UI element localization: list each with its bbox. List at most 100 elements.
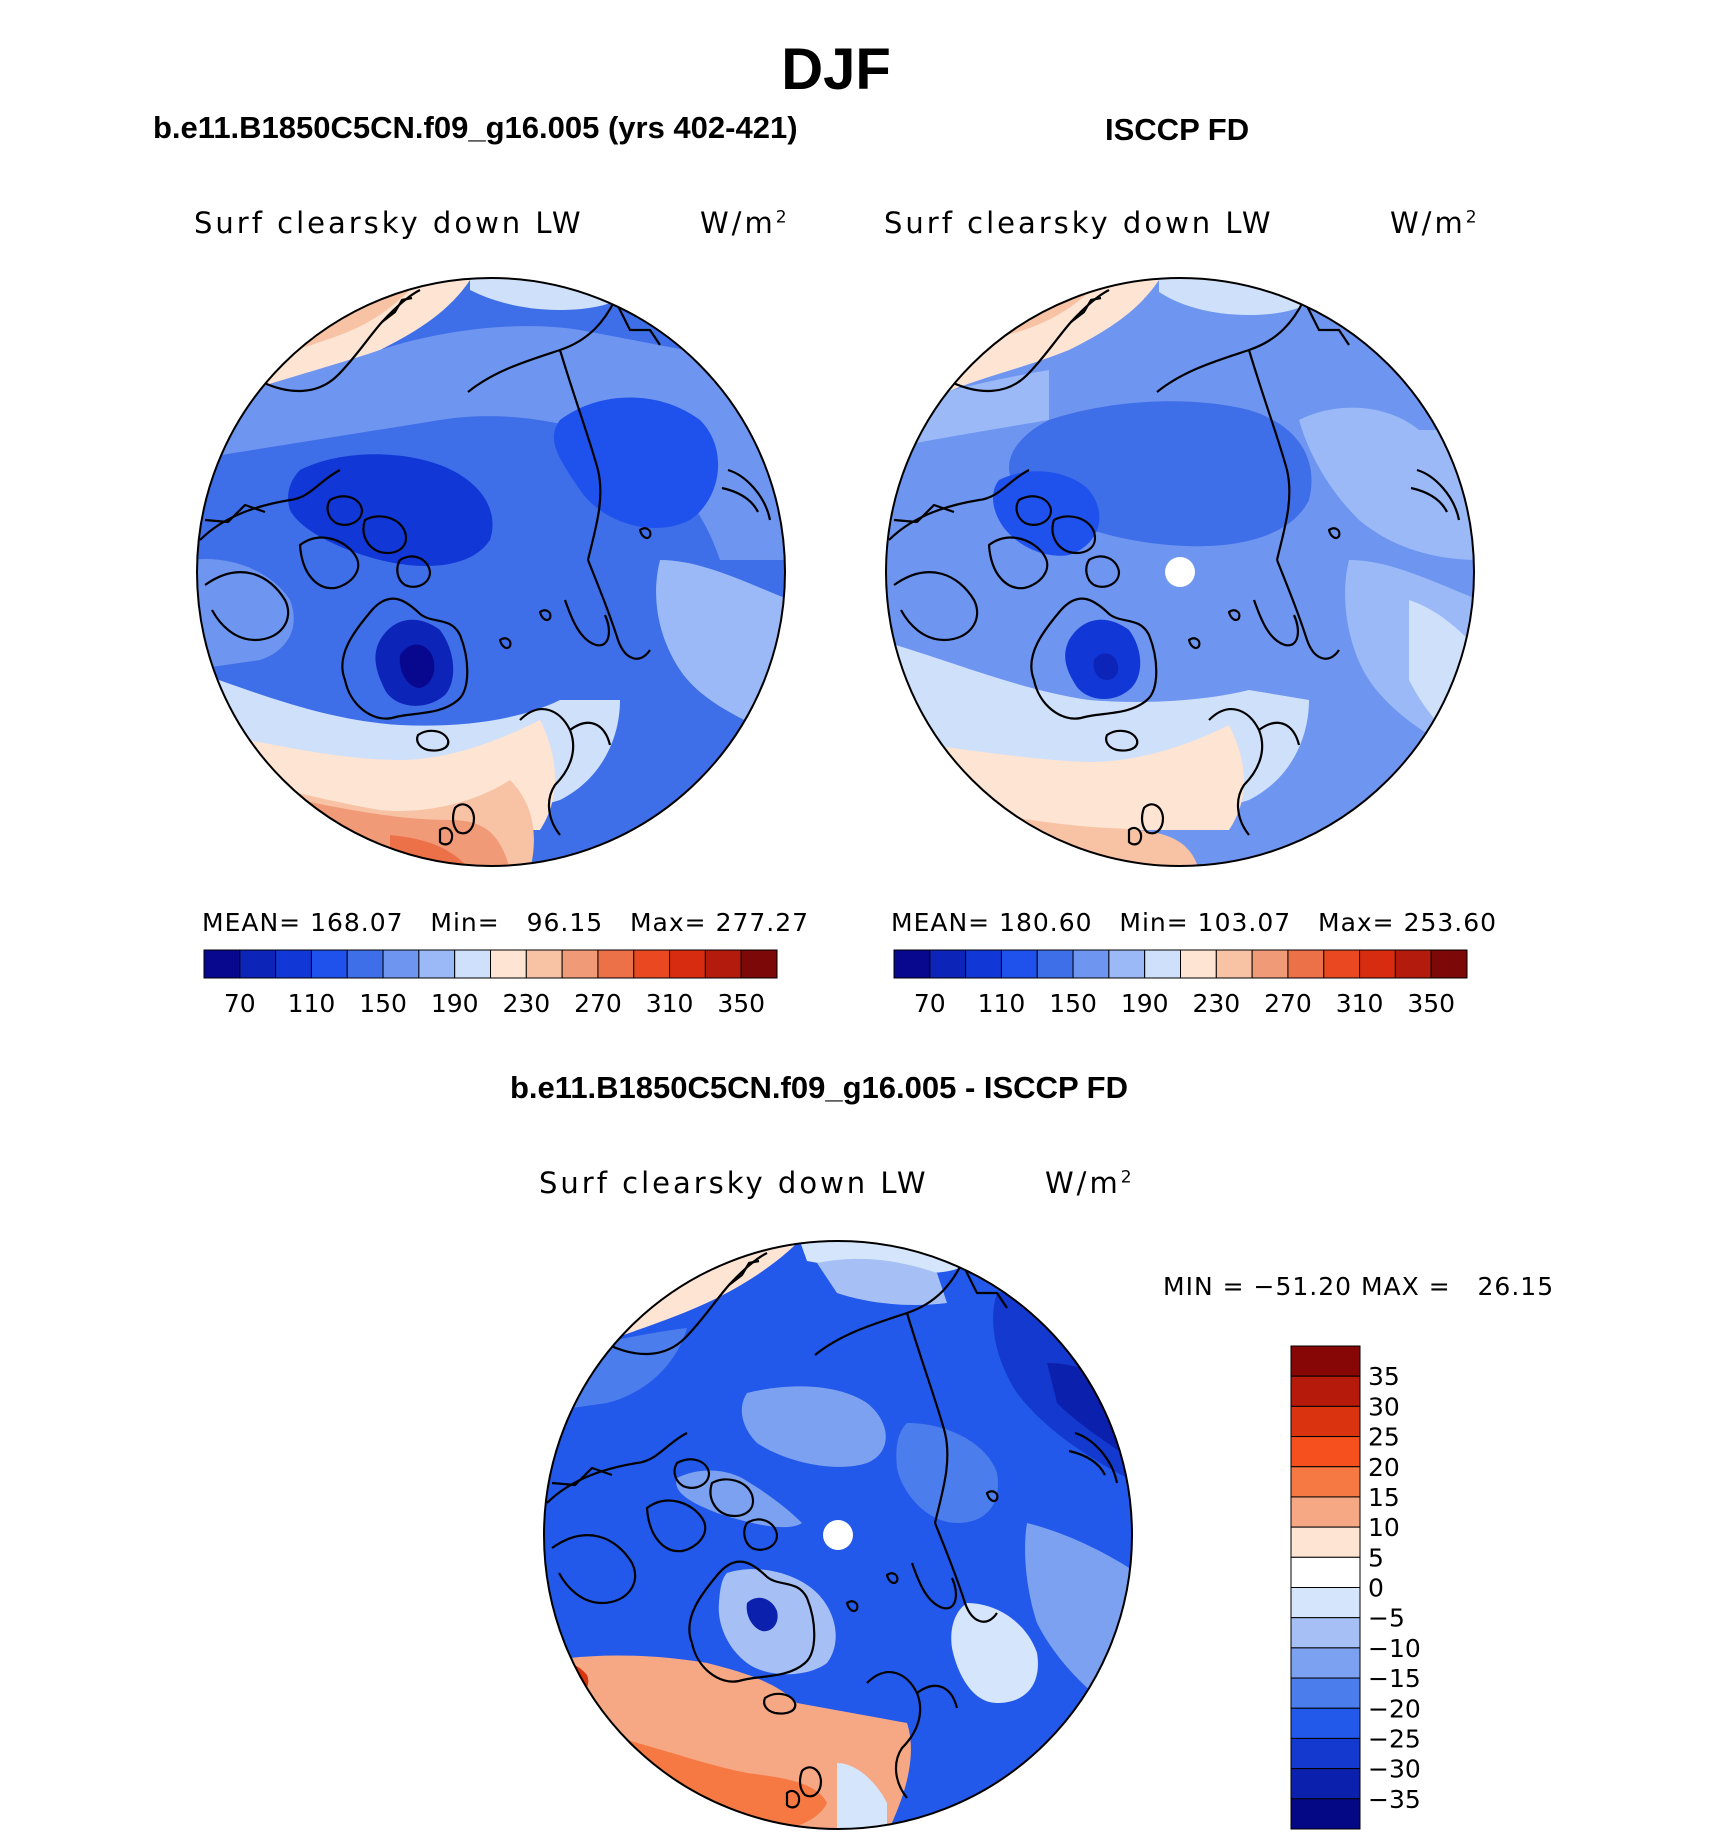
panel-1-colorbar-swatch	[382, 949, 420, 979]
panel-2-colorbar-swatch	[1394, 949, 1432, 979]
panel-1-colorbar-tick-label: 230	[502, 989, 550, 1018]
panel-2-colorbar: 70 110 150 190 230 270 310 350	[893, 949, 1468, 1018]
panel-3-map-border	[543, 1240, 1133, 1830]
panel-3-colorbar-swatch	[1290, 1436, 1361, 1468]
panel-1-colorbar-tick-label: 110	[288, 989, 336, 1018]
panel-1-colorbar-swatch	[310, 949, 348, 979]
panel-1-colorbar-swatch	[561, 949, 599, 979]
panel-2-colorbar-swatch	[1323, 949, 1361, 979]
panel-2-pole-hole	[1165, 557, 1195, 587]
panel-1-colorbar-tick-label: 150	[359, 989, 407, 1018]
panel-2-colorbar-tick-label: 110	[978, 989, 1026, 1018]
panel-3-colorbar-swatch	[1290, 1375, 1361, 1407]
panel-1-colorbar-swatch	[454, 949, 491, 979]
panel-2-colorbar-swatch	[1036, 949, 1074, 979]
panel-1-colorbar-tick-label: 350	[717, 989, 765, 1018]
panel-1-units-label: W/m2	[700, 206, 790, 240]
panel-1-colorbar-swatch	[669, 949, 706, 979]
panel-2-colorbar-swatch	[1108, 949, 1146, 979]
panel-3-colorbar-tick-label: −30	[1368, 1755, 1421, 1784]
panel-1-colorbar-tick-label: 270	[574, 989, 622, 1018]
panel-2-colorbar-swatch	[1144, 949, 1181, 979]
panel-3-variable-label: Surf clearsky down LW	[539, 1166, 929, 1200]
panel-2-map-border	[885, 277, 1475, 867]
panel-3-colorbar-swatch	[1290, 1737, 1361, 1770]
panel-2-variable-label: Surf clearsky down LW	[884, 206, 1274, 240]
panel-2-colorbar-swatch	[929, 949, 967, 979]
panel-3-colorbar-swatch	[1290, 1345, 1361, 1377]
figure-title: DJF	[781, 37, 891, 102]
panel-1-colorbar-swatch	[203, 949, 241, 979]
panel-3-colorbar-swatch	[1290, 1466, 1361, 1498]
panel-1-colorbar-swatch	[239, 949, 277, 979]
panel-3-colorbar-swatch	[1290, 1496, 1361, 1528]
panel-1-colorbar-swatch	[346, 949, 384, 979]
panel-3-colorbar-tick-label: −35	[1368, 1785, 1421, 1814]
panel-3-colorbar-swatch	[1290, 1556, 1361, 1588]
panel-3-colorbar-tick-label: −15	[1368, 1664, 1421, 1693]
panel-2-colorbar-swatch	[1000, 949, 1038, 979]
panel-3-units-label: W/m2	[1045, 1166, 1135, 1200]
panel-2-colorbar-swatch	[893, 949, 931, 979]
panel-1-title: b.e11.B1850C5CN.f09_g16.005 (yrs 402-421…	[153, 110, 798, 145]
panel-1-colorbar-swatch	[633, 949, 671, 979]
panel-3-colorbar-swatch	[1290, 1768, 1361, 1800]
panel-3-colorbar-tick-label: 10	[1368, 1513, 1400, 1542]
panel-2-colorbar-swatch	[965, 949, 1002, 979]
panel-2-colorbar-tick-label: 310	[1336, 989, 1384, 1018]
panel-2-colorbar-swatch	[1180, 949, 1217, 979]
panel-2-colorbar-tick-label: 270	[1264, 989, 1312, 1018]
panel-3-colorbar-swatch	[1290, 1647, 1361, 1679]
panel-3-colorbar-swatch	[1290, 1526, 1361, 1558]
panel-3-colorbar-tick-label: 25	[1368, 1423, 1400, 1452]
panel-3-colorbar-tick-label: −10	[1368, 1634, 1421, 1663]
panel-3-colorbar-swatch	[1290, 1677, 1361, 1709]
panel-2-colorbar-swatch	[1359, 949, 1396, 979]
panel-1-colorbar-swatch	[275, 949, 312, 979]
panel-3-colorbar-tick-label: 5	[1368, 1543, 1384, 1572]
panel-1-colorbar-swatch	[597, 949, 635, 979]
panel-2-colorbar-tick-label: 350	[1407, 989, 1455, 1018]
panel-2-colorbar-swatch	[1072, 949, 1110, 979]
panel-1-variable-label: Surf clearsky down LW	[194, 206, 584, 240]
panel-3-title: b.e11.B1850C5CN.f09_g16.005 - ISCCP FD	[510, 1070, 1129, 1105]
panel-2-map	[886, 278, 1474, 866]
panel-3-colorbar-tick-label: 30	[1368, 1392, 1400, 1421]
panel-3-colorbar-swatch	[1290, 1587, 1361, 1619]
panel-1-colorbar: 70 110 150 190 230 270 310 350	[203, 949, 778, 1018]
panel-3-colorbar-tick-label: 0	[1368, 1574, 1384, 1603]
panel-1-colorbar-tick-label: 310	[646, 989, 694, 1018]
panel-1-colorbar-swatch	[740, 949, 778, 979]
panel-2-colorbar-swatch	[1287, 949, 1325, 979]
panel-2-stats: MEAN= 180.60 Min= 103.07 Max= 253.60	[891, 908, 1498, 937]
panel-1-colorbar-swatch	[490, 949, 527, 979]
panel-3-colorbar-tick-label: 35	[1368, 1362, 1400, 1391]
panel-3-colorbar-tick-label: −25	[1368, 1724, 1421, 1753]
panel-2-colorbar-tick-label: 150	[1049, 989, 1097, 1018]
panel-3-colorbar-tick-label: −5	[1368, 1604, 1405, 1633]
panel-1-stats: MEAN= 168.07 Min= 96.15 Max= 277.27	[202, 908, 810, 937]
panel-2-colorbar-tick-label: 190	[1121, 989, 1169, 1018]
panel-3-pole-hole	[823, 1520, 853, 1550]
panel-3-colorbar-swatch	[1290, 1798, 1361, 1830]
panel-3-stats: MIN = −51.20 MAX = 26.15	[1163, 1272, 1555, 1301]
panel-2-title: ISCCP FD	[1105, 112, 1250, 147]
panel-3-colorbar-tick-label: 15	[1368, 1483, 1400, 1512]
panel-2-colorbar-swatch	[1430, 949, 1468, 979]
panel-2-colorbar-tick-label: 70	[914, 989, 946, 1018]
panel-2-colorbar-swatch	[1215, 949, 1253, 979]
panel-1-colorbar-tick-label: 70	[224, 989, 256, 1018]
panel-1-colorbar-swatch	[704, 949, 742, 979]
panel-3-colorbar-swatch	[1290, 1405, 1361, 1438]
panel-1-colorbar-swatch	[418, 949, 456, 979]
panel-2-contour-fills	[886, 278, 1474, 866]
panel-1-colorbar-tick-label: 190	[431, 989, 479, 1018]
panel-3-colorbar-swatch	[1290, 1707, 1361, 1739]
panel-3-colorbar-tick-label: −20	[1368, 1694, 1421, 1723]
panel-2-colorbar-tick-label: 230	[1192, 989, 1240, 1018]
panel-2-colorbar-swatch	[1251, 949, 1289, 979]
panel-1-colorbar-swatch	[525, 949, 563, 979]
panel-3-colorbar-tick-label: 20	[1368, 1453, 1400, 1482]
